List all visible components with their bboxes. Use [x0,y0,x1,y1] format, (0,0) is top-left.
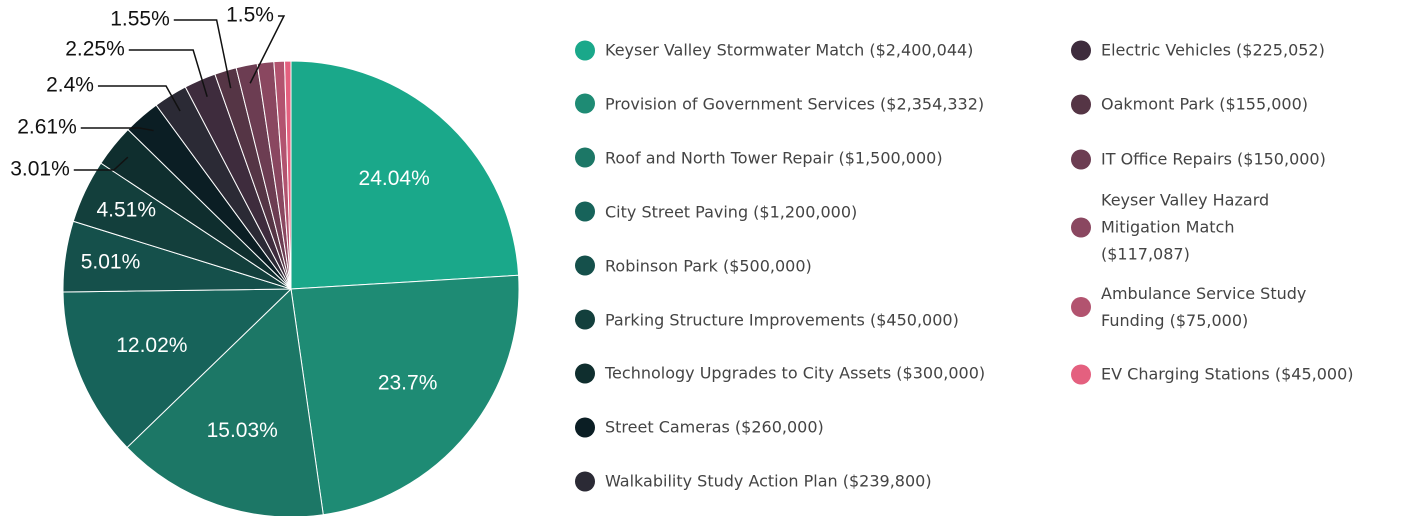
legend-label: Technology Upgrades to City Assets ($300… [605,363,986,383]
legend-label: Keyser Valley Hazard Mitigation Match ($… [1101,190,1270,264]
legend-item: Electric Vehicles ($225,052) [1071,37,1325,64]
legend-swatch [1071,94,1091,114]
legend-item: Ambulance Service Study Funding ($75,000… [1071,280,1326,334]
legend-swatch [575,471,595,492]
data-label: 12.02% [116,334,187,357]
pie-slice [284,60,292,290]
pie-slice [62,288,293,449]
legend-label: City Street Paving ($1,200,000) [605,202,858,222]
legend-swatch [575,93,595,114]
legend-label: Walkability Study Action Plan ($239,800) [605,471,932,491]
legend-swatch [1071,364,1091,384]
legend-item: Parking Structure Improvements ($450,000… [575,306,959,333]
legend-swatch [575,309,595,330]
pie-slice [126,287,324,516]
pie-slice [290,274,520,516]
data-label: 2.61% [17,116,77,139]
legend-item: Robinson Park ($500,000) [575,252,812,279]
leader-line [73,156,129,171]
data-label: 24.04% [359,167,430,190]
legend-label: EV Charging Stations ($45,000) [1101,364,1354,384]
legend-item: Keyser Valley Stormwater Match ($2,400,0… [575,37,973,64]
pie-chart: 24.04% 23.7% 15.03% 12.02% 5.01% 4.51% 3.01% 2.… [10,4,520,516]
legend-item: Street Cameras ($260,000) [575,414,824,441]
legend-label: Oakmont Park ($155,000) [1101,94,1309,114]
legend-item: Walkability Study Action Plan ($239,800) [575,468,932,495]
legend-item: Technology Upgrades to City Assets ($300… [575,360,985,387]
legend-label: IT Office Repairs ($150,000) [1101,149,1326,169]
legend-label: Street Cameras ($260,000) [605,417,824,437]
data-label: 5.01% [81,250,141,273]
legend-item: Keyser Valley Hazard Mitigation Match ($… [1071,187,1326,268]
leader-line [80,127,154,132]
data-label: 4.51% [96,198,156,221]
legend-item: IT Office Repairs ($150,000) [1071,146,1326,173]
data-label: 3.01% [10,158,70,181]
legend-item: Provision of Government Services ($2,354… [575,90,984,117]
legend-swatch [575,255,595,276]
legend-swatch [575,40,595,60]
legend-label: Electric Vehicles ($225,052) [1101,40,1325,60]
legend-swatch [1071,217,1091,237]
legend-label: Parking Structure Improvements ($450,000… [605,310,959,329]
legend-swatch [575,363,595,384]
data-label: 15.03% [207,419,278,442]
pie-slice [290,60,520,290]
leader-line [249,15,286,84]
legend-item: City Street Paving ($1,200,000) [575,198,857,225]
legend-item: Oakmont Park ($155,000) [1071,91,1308,118]
legend-label: Keyser Valley Stormwater Match ($2,400,0… [605,40,974,60]
data-label: 2.25% [65,38,125,61]
legend-swatch [1071,40,1091,60]
data-label: 2.4% [46,74,94,97]
legend-swatch [575,417,595,438]
legend-label: Roof and North Tower Repair ($1,500,000) [605,148,943,168]
leader-line [128,49,208,97]
leader-line [97,85,181,112]
leader-line [173,19,232,89]
legend-label: Robinson Park ($500,000) [605,256,812,276]
legend-swatch [1071,149,1091,169]
data-label: 23.7% [378,372,438,395]
legend-label: Ambulance Service Study Funding ($75,000… [1101,284,1307,330]
legend-swatch [575,147,595,168]
legend-label: Provision of Government Services ($2,354… [605,94,985,114]
legend-swatch [575,201,595,222]
data-label: 1.55% [110,8,170,31]
legend-item: EV Charging Stations ($45,000) [1071,361,1354,388]
legend-swatch [1071,297,1091,317]
legend-item: Roof and North Tower Repair ($1,500,000) [575,144,943,171]
data-label: 1.5% [226,4,274,27]
